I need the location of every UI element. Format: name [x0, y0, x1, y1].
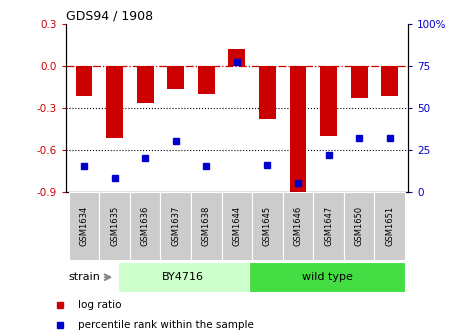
Text: GSM1651: GSM1651 [385, 206, 394, 246]
Bar [106, 66, 123, 138]
Bar [137, 66, 153, 103]
Text: GSM1637: GSM1637 [171, 206, 180, 246]
Text: percentile rank within the sample: percentile rank within the sample [78, 320, 254, 330]
Bar [313, 192, 344, 260]
Bar [167, 66, 184, 89]
Text: GDS94 / 1908: GDS94 / 1908 [66, 9, 153, 23]
Text: GSM1646: GSM1646 [294, 206, 303, 246]
Text: GSM1650: GSM1650 [355, 206, 363, 246]
Text: strain: strain [68, 272, 100, 282]
Bar [160, 192, 191, 260]
Bar [249, 262, 405, 292]
Text: GSM1645: GSM1645 [263, 206, 272, 246]
Bar [259, 66, 276, 119]
Bar [351, 66, 368, 98]
Text: wild type: wild type [302, 272, 352, 282]
Bar [221, 192, 252, 260]
Text: GSM1636: GSM1636 [141, 206, 150, 246]
Text: GSM1634: GSM1634 [80, 206, 89, 246]
Text: BY4716: BY4716 [162, 272, 204, 282]
Bar [69, 192, 99, 260]
Bar [228, 49, 245, 66]
Bar [76, 66, 92, 96]
Bar [118, 262, 249, 292]
Bar [374, 192, 405, 260]
Bar [381, 66, 398, 96]
Bar [344, 192, 374, 260]
Bar [99, 192, 130, 260]
Text: GSM1635: GSM1635 [110, 206, 119, 246]
Text: GSM1638: GSM1638 [202, 206, 211, 246]
Bar [198, 66, 215, 93]
Bar [252, 192, 283, 260]
Bar [283, 192, 313, 260]
Text: GSM1647: GSM1647 [324, 206, 333, 246]
Text: GSM1644: GSM1644 [232, 206, 242, 246]
Text: log ratio: log ratio [78, 300, 121, 310]
Bar [320, 66, 337, 135]
Bar [130, 192, 160, 260]
Bar [289, 66, 306, 194]
Bar [191, 192, 221, 260]
